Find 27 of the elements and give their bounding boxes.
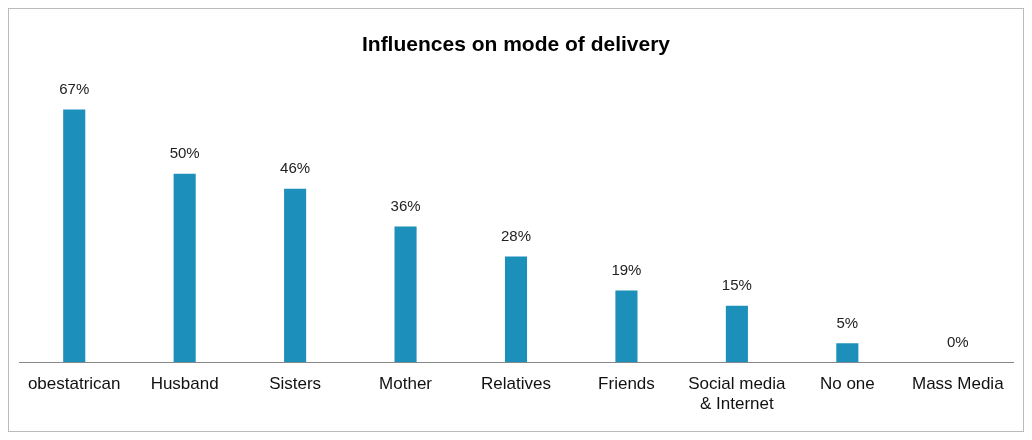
bar <box>284 188 307 363</box>
x-tick-label: Mass Media <box>911 374 1005 394</box>
bar <box>836 343 859 363</box>
data-label: 50% <box>169 144 200 162</box>
data-label: 15% <box>721 276 752 294</box>
data-label: 19% <box>611 261 642 279</box>
bar <box>504 256 528 363</box>
bar <box>173 173 196 363</box>
data-label: 67% <box>59 80 90 98</box>
x-tick-label: obestatrican <box>27 374 121 394</box>
x-tick-label: Husband <box>150 374 219 394</box>
data-label: 46% <box>280 159 311 177</box>
data-label: 36% <box>390 197 421 215</box>
data-label: 0% <box>946 332 969 350</box>
bar <box>63 109 86 363</box>
chart-title: Influences on mode of delivery <box>361 32 671 56</box>
bar <box>725 305 748 363</box>
x-tick-label: Friends <box>598 374 655 394</box>
x-tick-label: Social media & Internet <box>688 374 787 414</box>
bar <box>394 226 417 363</box>
bar <box>615 290 638 363</box>
x-tick-label: Mother <box>379 374 433 394</box>
x-tick-label: Sisters <box>269 374 322 394</box>
x-tick-label: No one <box>819 374 875 394</box>
data-label: 5% <box>836 313 859 331</box>
data-label: 28% <box>500 227 532 245</box>
x-tick-label: Relatives <box>481 374 551 394</box>
